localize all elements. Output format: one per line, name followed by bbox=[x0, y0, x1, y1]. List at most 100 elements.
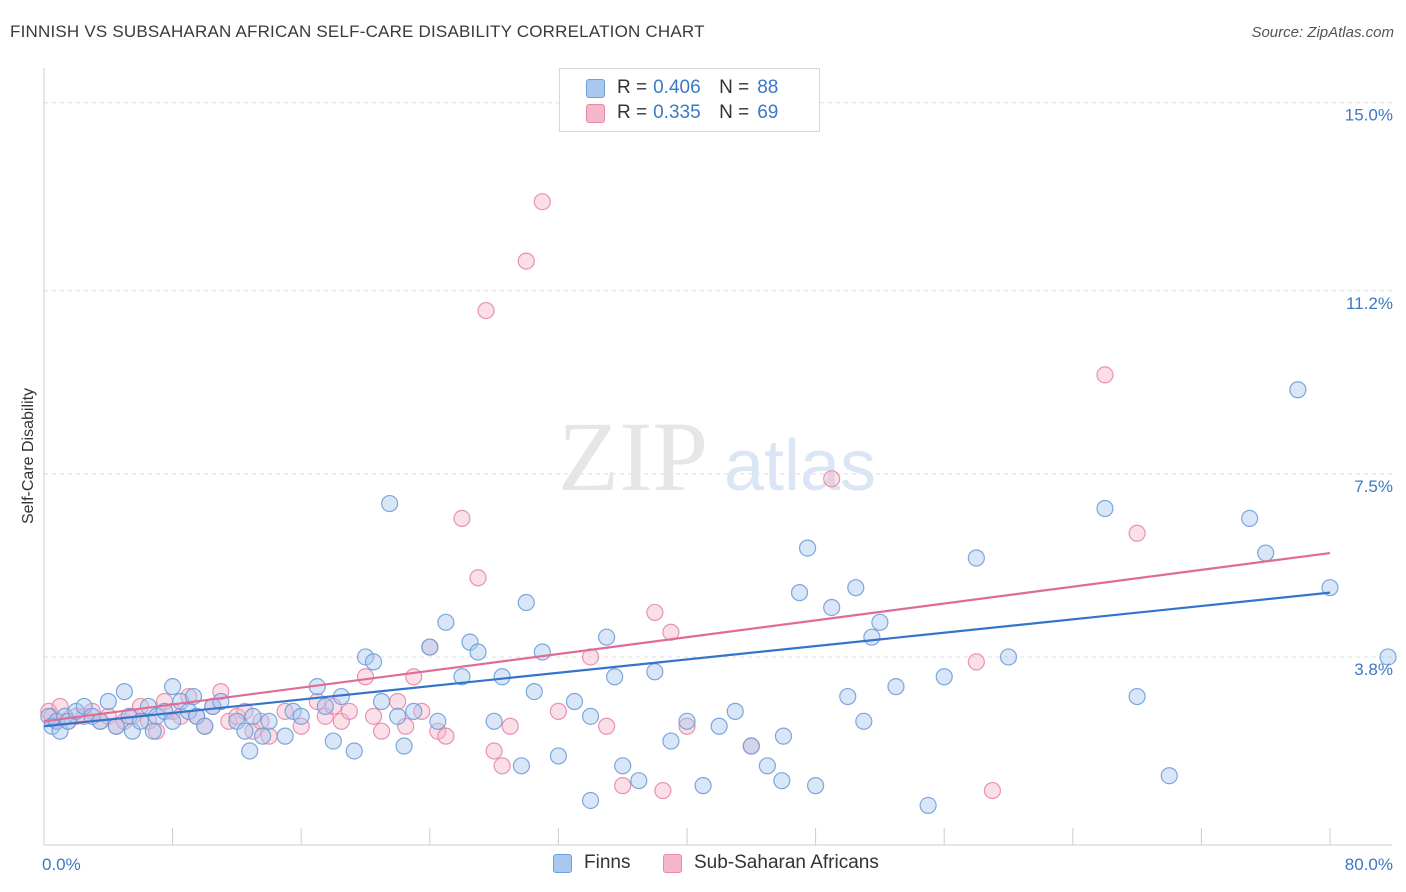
series-sub-saharan-africans bbox=[40, 193, 1146, 800]
trend-line-ssa bbox=[43, 551, 1331, 723]
watermark: ZIP atlas bbox=[558, 401, 876, 512]
data-point-finns bbox=[742, 737, 760, 755]
legend-n-value: 69 bbox=[757, 102, 779, 123]
data-point-finns bbox=[236, 722, 254, 740]
data-point-finns bbox=[244, 707, 262, 725]
data-point-finns bbox=[164, 678, 182, 696]
legend-n-value: 88 bbox=[757, 77, 779, 98]
data-point-ssa bbox=[437, 727, 455, 745]
data-point-finns bbox=[164, 712, 182, 730]
data-point-ssa bbox=[469, 569, 487, 587]
data-point-ssa bbox=[646, 603, 664, 622]
data-point-finns bbox=[646, 663, 664, 681]
data-point-finns bbox=[773, 772, 791, 790]
data-point-finns bbox=[437, 613, 455, 631]
data-point-finns bbox=[389, 707, 407, 725]
data-point-ssa bbox=[1128, 524, 1146, 542]
data-point-ssa bbox=[453, 509, 471, 528]
legend-item-finns[interactable]: Finns bbox=[553, 852, 630, 874]
data-point-finns bbox=[606, 668, 624, 686]
data-point-finns bbox=[549, 747, 568, 765]
legend-item-ssa[interactable]: Sub-Saharan Africans bbox=[663, 852, 879, 874]
data-point-ssa bbox=[983, 781, 1002, 800]
data-point-ssa bbox=[614, 777, 632, 795]
data-point-finns bbox=[847, 579, 865, 597]
data-point-finns bbox=[758, 757, 776, 775]
data-point-finns bbox=[1321, 579, 1339, 597]
watermark-zip: ZIP bbox=[558, 401, 708, 512]
data-point-finns bbox=[324, 732, 342, 750]
data-point-finns bbox=[429, 712, 447, 730]
trend-line-finns bbox=[43, 591, 1331, 728]
data-point-ssa bbox=[364, 707, 383, 725]
legend-r-label: R = bbox=[617, 102, 648, 123]
data-point-finns bbox=[630, 772, 648, 790]
legend-row-finns: R = 0.406 N = 88 bbox=[586, 76, 778, 100]
data-point-finns bbox=[774, 727, 793, 745]
data-point-finns bbox=[823, 598, 841, 617]
data-point-finns bbox=[469, 643, 487, 661]
data-point-ssa bbox=[823, 470, 841, 488]
data-point-finns bbox=[798, 539, 817, 557]
data-point-finns bbox=[790, 584, 809, 602]
data-point-ssa bbox=[501, 717, 519, 735]
data-point-finns bbox=[678, 712, 696, 730]
data-point-finns bbox=[99, 692, 117, 711]
legend-label-ssa: Sub-Saharan Africans bbox=[694, 852, 879, 873]
data-point-ssa bbox=[212, 682, 230, 701]
data-point-finns bbox=[525, 682, 543, 701]
data-point-finns bbox=[581, 791, 600, 810]
data-point-ssa bbox=[598, 717, 616, 735]
trend-lines bbox=[43, 551, 1331, 728]
data-point-finns bbox=[196, 717, 214, 735]
tick-labels: 3.8% 7.5% 11.2% 15.0% 0.0% 80.0% bbox=[42, 106, 1393, 874]
data-point-finns bbox=[967, 549, 985, 567]
series-finns bbox=[40, 381, 1397, 815]
data-point-finns bbox=[395, 737, 413, 755]
data-point-finns bbox=[292, 707, 310, 725]
data-point-ssa bbox=[1096, 366, 1114, 384]
data-point-finns bbox=[935, 668, 953, 686]
data-point-finns bbox=[381, 494, 399, 513]
data-point-finns bbox=[276, 727, 294, 745]
stats-legend: R = 0.406 N = 88 R = 0.335 N = 69 bbox=[559, 68, 820, 132]
data-point-finns bbox=[453, 668, 471, 686]
data-point-finns bbox=[421, 638, 439, 656]
x-tick-label: 80.0% bbox=[1345, 855, 1393, 874]
data-point-finns bbox=[581, 707, 600, 725]
data-point-finns bbox=[493, 668, 511, 686]
data-point-ssa bbox=[533, 193, 551, 211]
legend-swatch-finns bbox=[586, 78, 605, 98]
legend-r-label: R = bbox=[617, 77, 648, 98]
data-point-finns bbox=[999, 648, 1018, 666]
chart-title: FINNISH VS SUBSAHARAN AFRICAN SELF-CARE … bbox=[10, 22, 705, 41]
data-point-ssa bbox=[485, 742, 503, 760]
data-point-ssa bbox=[517, 252, 535, 270]
data-point-finns bbox=[919, 796, 937, 815]
data-point-finns bbox=[863, 628, 881, 646]
data-point-finns bbox=[887, 678, 905, 696]
data-point-finns bbox=[1257, 544, 1275, 562]
data-point-finns bbox=[254, 727, 272, 745]
data-point-finns bbox=[1241, 509, 1259, 528]
data-point-finns bbox=[512, 757, 531, 775]
data-point-finns bbox=[662, 732, 680, 750]
data-point-finns bbox=[1160, 767, 1178, 785]
data-point-ssa bbox=[477, 301, 495, 320]
source-label: Source: ZipAtlas.com bbox=[1251, 24, 1394, 41]
data-point-ssa bbox=[678, 717, 696, 735]
data-point-finns bbox=[316, 697, 334, 716]
data-point-finns bbox=[1379, 648, 1397, 666]
data-point-ssa bbox=[654, 781, 672, 800]
y-tick-label: 15.0% bbox=[1345, 106, 1393, 125]
data-point-finns bbox=[855, 712, 873, 730]
legend-r-value: 0.406 bbox=[653, 77, 701, 98]
data-point-finns bbox=[694, 777, 712, 795]
data-point-finns bbox=[241, 742, 259, 760]
data-point-ssa bbox=[389, 692, 407, 711]
data-point-ssa bbox=[549, 702, 568, 720]
data-point-ssa bbox=[493, 757, 511, 775]
data-point-ssa bbox=[372, 722, 391, 740]
legend-row-ssa: R = 0.335 N = 69 bbox=[586, 101, 778, 125]
